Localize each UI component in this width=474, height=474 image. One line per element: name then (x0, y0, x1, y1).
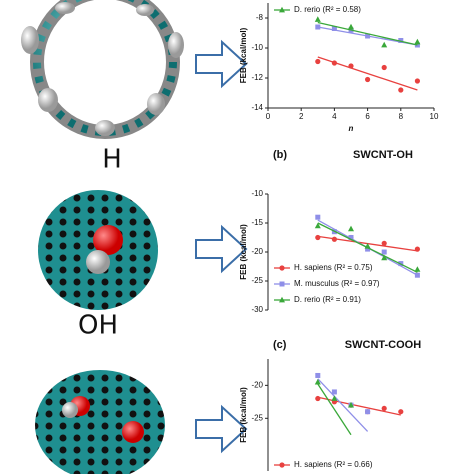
molecule-oh (38, 190, 158, 310)
x-tick-label: 0 (266, 112, 271, 121)
point (381, 240, 387, 246)
y-tick-label: -25 (251, 413, 263, 422)
point (314, 222, 321, 229)
point (331, 26, 337, 31)
panel-label: (b) (273, 149, 287, 161)
y-tick-label: -12 (251, 73, 263, 82)
legend-label: D. rerio (R² = 0.91) (294, 295, 361, 304)
point (331, 395, 338, 401)
point (331, 236, 337, 242)
point (331, 60, 337, 66)
point (365, 33, 371, 39)
legend-label: M. musculus (R² = 0.97) (294, 279, 380, 288)
legend-label: H. sapiens (R² = 0.66) (294, 460, 373, 469)
point (314, 378, 321, 385)
point (381, 64, 387, 71)
point (381, 254, 388, 261)
point (381, 249, 387, 255)
point (414, 266, 421, 272)
legend-marker (279, 265, 285, 271)
x-axis-label: n (349, 124, 354, 133)
point (414, 272, 420, 278)
x-tick-label: 4 (332, 112, 337, 121)
structure-label: H (102, 145, 122, 175)
y-tick-label: -20 (251, 380, 263, 389)
point (365, 246, 371, 252)
structure-label: OH (78, 311, 118, 341)
point (348, 225, 354, 232)
y-tick-label: -8 (256, 13, 264, 22)
point (315, 24, 321, 30)
y-tick-label: -10 (251, 189, 263, 198)
point (331, 389, 337, 395)
point (398, 409, 404, 415)
point (348, 401, 354, 408)
y-axis-label: FEB (kcal/mol) (239, 224, 248, 280)
trend-line (317, 21, 418, 46)
legend-marker (279, 296, 285, 303)
point (315, 395, 321, 402)
arrows (195, 39, 248, 454)
point (315, 234, 321, 241)
y-tick-label: -20 (251, 247, 263, 256)
y-tick-label: -25 (251, 276, 263, 285)
trend-line (317, 396, 401, 416)
point (348, 23, 354, 30)
molecule-h (21, 0, 184, 139)
point (398, 38, 404, 43)
y-tick-label: -30 (251, 305, 263, 314)
y-axis-label: FEB (kcal/mol) (239, 27, 248, 83)
point (414, 246, 420, 252)
y-axis-label: FEB (kcal/mol) (239, 387, 248, 443)
x-tick-label: 8 (399, 112, 404, 121)
point (365, 76, 371, 83)
point (315, 214, 321, 220)
point (364, 243, 371, 249)
point (348, 63, 354, 69)
legend-label: D. rerio (R² = 0.58) (294, 5, 361, 14)
point (314, 16, 321, 22)
point (315, 58, 321, 65)
point (381, 41, 388, 48)
legend-label: H. sapiens (R² = 0.75) (294, 263, 373, 272)
trend-line (317, 383, 352, 436)
point (398, 87, 404, 93)
point (365, 409, 371, 415)
legend-marker (279, 281, 285, 287)
x-tick-label: 6 (365, 112, 370, 121)
point (315, 372, 321, 378)
trend-line (317, 378, 369, 432)
point (348, 235, 354, 240)
point (414, 78, 420, 84)
panel-label: (c) (273, 339, 287, 351)
legend-marker (279, 462, 285, 468)
chart-title: SWCNT-COOH (345, 339, 421, 351)
molecule-cooh (35, 370, 165, 474)
x-tick-label: 2 (299, 112, 304, 121)
legend-marker (279, 6, 285, 13)
point (414, 38, 421, 45)
y-tick-label: -14 (251, 103, 263, 112)
x-tick-label: 10 (430, 112, 439, 121)
y-tick-label: -10 (251, 43, 263, 52)
y-tick-label: -15 (251, 218, 263, 227)
point (381, 405, 387, 412)
chart-title: SWCNT-OH (353, 149, 413, 161)
